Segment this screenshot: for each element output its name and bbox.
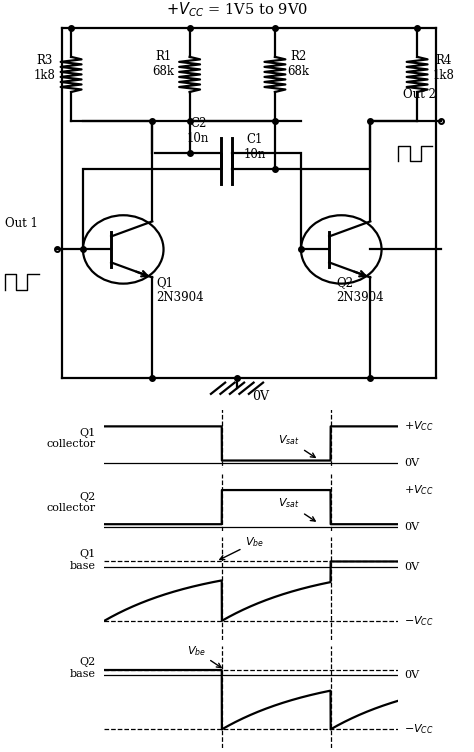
Text: 0V: 0V bbox=[404, 458, 419, 468]
Text: R4
1k8: R4 1k8 bbox=[432, 54, 454, 83]
Text: $+V_{CC}$: $+V_{CC}$ bbox=[404, 483, 434, 497]
Text: 0V: 0V bbox=[404, 562, 419, 572]
Text: R2
68k: R2 68k bbox=[288, 50, 310, 78]
Text: $V_{be}$: $V_{be}$ bbox=[220, 535, 264, 559]
Text: R3
1k8: R3 1k8 bbox=[34, 54, 56, 83]
Text: $-V_{CC}$: $-V_{CC}$ bbox=[404, 723, 434, 736]
Text: Q2
collector: Q2 collector bbox=[46, 492, 95, 513]
Text: Q2
base: Q2 base bbox=[70, 657, 95, 679]
Text: $V_{sat}$: $V_{sat}$ bbox=[278, 496, 315, 521]
Text: $+V_{CC}$ = 1V5 to 9V0: $+V_{CC}$ = 1V5 to 9V0 bbox=[166, 1, 308, 20]
Text: $+V_{CC}$: $+V_{CC}$ bbox=[404, 420, 434, 433]
Text: $-V_{CC}$: $-V_{CC}$ bbox=[404, 614, 434, 628]
Text: 0V: 0V bbox=[252, 390, 269, 403]
Text: 0V: 0V bbox=[404, 670, 419, 681]
Text: C2
10n: C2 10n bbox=[187, 117, 210, 144]
Text: Out 1: Out 1 bbox=[5, 217, 37, 230]
Text: Out 2: Out 2 bbox=[403, 88, 436, 101]
Text: $V_{be}$: $V_{be}$ bbox=[187, 644, 221, 668]
Text: Q1
collector: Q1 collector bbox=[46, 428, 95, 450]
Text: C1
10n: C1 10n bbox=[244, 133, 266, 161]
Text: $V_{sat}$: $V_{sat}$ bbox=[278, 433, 315, 457]
Text: R1
68k: R1 68k bbox=[153, 50, 174, 78]
Text: Q1
base: Q1 base bbox=[70, 549, 95, 571]
Text: Q1
2N3904: Q1 2N3904 bbox=[156, 276, 204, 304]
Text: 0V: 0V bbox=[404, 522, 419, 532]
Text: Q2
2N3904: Q2 2N3904 bbox=[337, 276, 384, 304]
